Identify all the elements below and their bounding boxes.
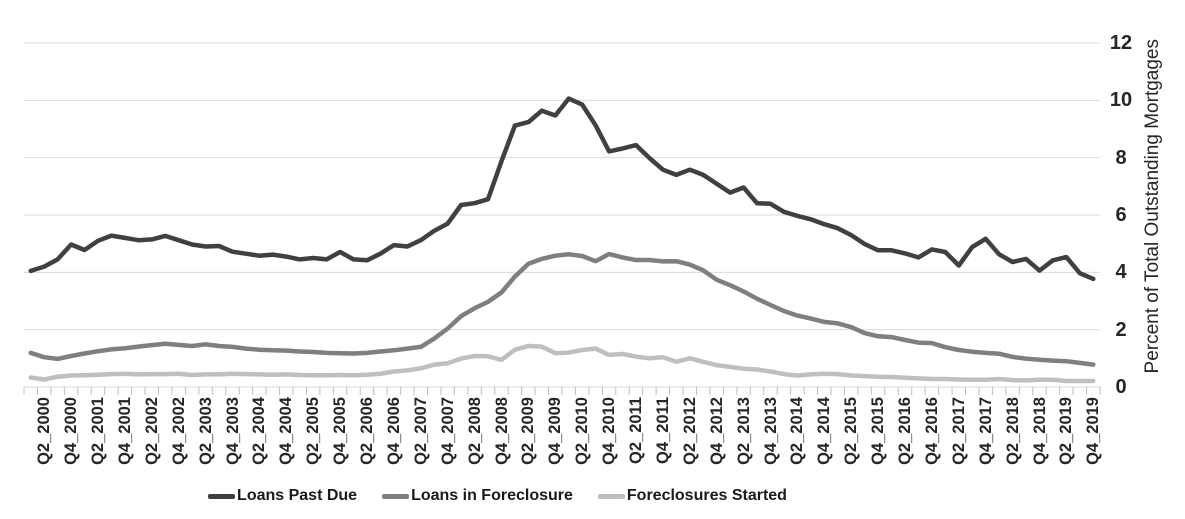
x-axis-label: Q2_2005	[304, 397, 323, 465]
x-axis-label: Q4_2012	[707, 397, 726, 465]
x-axis-label: Q4_2008	[492, 397, 511, 465]
x-axis-label: Q4_2002	[169, 397, 188, 465]
x-axis-label: Q2_2003	[196, 397, 215, 465]
y-axis-tick-label: 4	[1115, 261, 1127, 284]
y-axis-tick-label: 10	[1109, 89, 1133, 112]
x-axis-label: Q4_2007	[438, 397, 457, 465]
x-axis-label: Q2_2008	[465, 397, 484, 465]
x-axis-label: Q2_2015	[842, 397, 861, 465]
x-axis-label: Q2_2007	[411, 397, 430, 465]
x-axis-label: Q4_2019	[1084, 397, 1103, 465]
x-axis-label: Q2_2002	[142, 397, 161, 465]
x-axis-label: Q2_2004	[250, 397, 269, 465]
x-axis-label: Q2_2018	[1003, 397, 1022, 465]
y-axis-tick-label: 8	[1115, 146, 1127, 169]
x-axis-label: Q2_2006	[358, 397, 376, 465]
x-axis-label: Q4_2018	[1030, 397, 1049, 465]
x-axis-label: Q4_2010	[600, 397, 619, 465]
plot-area	[23, 42, 1101, 395]
x-axis-label: Q2_2016	[896, 397, 914, 465]
legend-line-swatch	[208, 493, 236, 499]
legend-line-swatch	[597, 493, 625, 499]
x-axis-label: Q4_2015	[869, 397, 888, 465]
legend-item: Loans Past Due	[208, 487, 357, 505]
legend-label: Foreclosures Started	[626, 487, 787, 504]
y-axis-tick-label: 12	[1109, 32, 1133, 54]
series-line-loans-past-due	[28, 96, 1096, 282]
x-axis-label: Q4_2017	[976, 397, 995, 465]
legend-label: Loans Past Due	[237, 487, 358, 504]
legend-label: Loans in Foreclosure	[411, 487, 573, 504]
x-axis-label: Q2_2010	[573, 397, 592, 465]
x-axis-label: Q4_2011	[653, 397, 672, 464]
x-axis-label: Q2_2013	[734, 397, 753, 465]
x-axis-label: Q4_2006	[384, 397, 403, 465]
legend: Loans Past Due Loans in Foreclosure Forecl…	[0, 487, 995, 505]
x-axis-label: Q4_2000	[62, 397, 81, 465]
x-axis-label: Q2_2001	[89, 397, 107, 465]
x-axis-label: Q2_2019	[1057, 397, 1076, 465]
y-axis-title: Percent of Total Outstanding Mortgages	[1142, 39, 1163, 374]
y-axis-tick-label: 0	[1115, 376, 1127, 398]
x-axis-label: Q2_2009	[519, 397, 538, 465]
x-axis-label: Q4_2013	[761, 397, 780, 465]
x-axis-label: Q2_2014	[788, 397, 807, 465]
legend-item: Loans in Foreclosure	[382, 487, 573, 505]
x-axis-label: Q4_2003	[223, 397, 242, 465]
series-line-loans-in-foreclosure	[28, 251, 1096, 367]
y-axis-tick-label: 6	[1115, 204, 1127, 226]
x-axis-label: Q4_2004	[277, 397, 296, 465]
x-axis-label: Q4_2016	[922, 397, 941, 465]
legend-line-swatch	[382, 493, 410, 499]
x-axis-label: Q4_2005	[331, 397, 350, 465]
x-axis-label: Q2_2012	[680, 397, 699, 465]
legend-item: Foreclosures Started	[597, 487, 787, 505]
y-axis-tick-label: 2	[1115, 318, 1127, 341]
x-axis-label: Q2_2017	[949, 397, 968, 465]
x-axis-label: Q4_2014	[815, 397, 834, 465]
series-line-foreclosures-started	[28, 343, 1096, 384]
x-axis-label: Q4_2001	[115, 397, 134, 465]
x-axis-label: Q4_2009	[546, 397, 565, 465]
x-axis-label: Q2_2011	[627, 397, 645, 464]
x-axis-label: Q2_2000	[35, 397, 54, 465]
